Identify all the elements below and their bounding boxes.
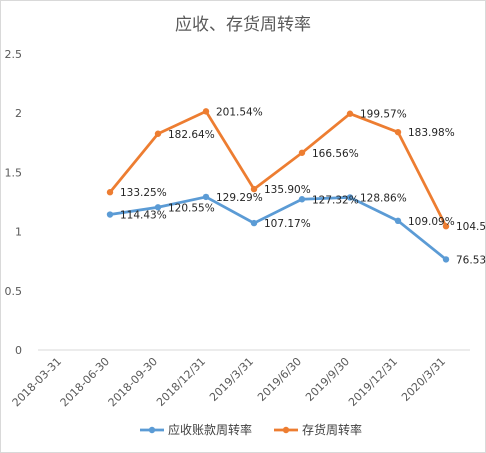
y-tick-label: 0 <box>15 344 22 357</box>
chart-title: 应收、存货周转率 <box>175 15 311 35</box>
y-tick-label: 0.5 <box>5 285 23 298</box>
data-label: 183.98% <box>408 127 455 139</box>
data-point <box>154 204 162 211</box>
y-tick-label: 1.5 <box>5 166 23 179</box>
y-tick-label: 2 <box>15 107 22 120</box>
legend-label: 应收账款周转率 <box>168 422 252 437</box>
data-point <box>394 128 402 136</box>
series-points <box>106 108 450 263</box>
data-point <box>106 189 114 196</box>
data-point <box>298 149 306 156</box>
data-point <box>154 130 162 137</box>
data-label: 129.29% <box>216 192 263 204</box>
legend-swatch-marker <box>282 426 290 434</box>
data-point <box>394 217 402 225</box>
data-point <box>442 256 450 263</box>
data-point <box>106 211 114 218</box>
data-label: 182.64% <box>168 129 215 141</box>
series-line <box>108 195 448 261</box>
data-point <box>346 110 354 117</box>
data-point <box>442 223 450 230</box>
data-label: 114.43% <box>120 210 167 222</box>
legend-label: 存货周转率 <box>302 422 362 437</box>
data-label: 133.25% <box>120 187 167 199</box>
data-point <box>202 193 210 201</box>
data-label: 104.53% <box>456 221 486 233</box>
data-label: 128.86% <box>360 192 407 204</box>
data-point <box>298 196 306 203</box>
data-label: 201.54% <box>216 106 263 118</box>
legend-swatch-marker <box>148 426 156 434</box>
data-label: 109.09% <box>408 216 455 228</box>
y-tick-label: 2.5 <box>5 48 23 61</box>
series-lines <box>108 110 448 261</box>
data-label: 107.17% <box>264 218 311 230</box>
data-label: 166.56% <box>312 148 359 160</box>
data-label: 127.32% <box>312 194 359 206</box>
series-line <box>108 110 448 228</box>
y-tick-label: 1 <box>15 226 22 239</box>
y-axis: 0 0.5 1 1.5 2 2.5 <box>5 48 23 357</box>
data-label: 199.57% <box>360 109 407 121</box>
data-labels: 114.43%120.55%129.29% 107.17%127.32% 128.8… <box>120 106 486 266</box>
data-point <box>250 219 258 227</box>
data-point <box>202 108 210 115</box>
data-point <box>250 185 258 193</box>
data-point <box>346 194 354 201</box>
legend: 应收账款周转率 存货周转率 <box>140 422 362 437</box>
data-label: 76.53% <box>456 254 486 266</box>
data-label: 135.90% <box>264 184 311 196</box>
data-label: 120.55% <box>168 202 215 214</box>
